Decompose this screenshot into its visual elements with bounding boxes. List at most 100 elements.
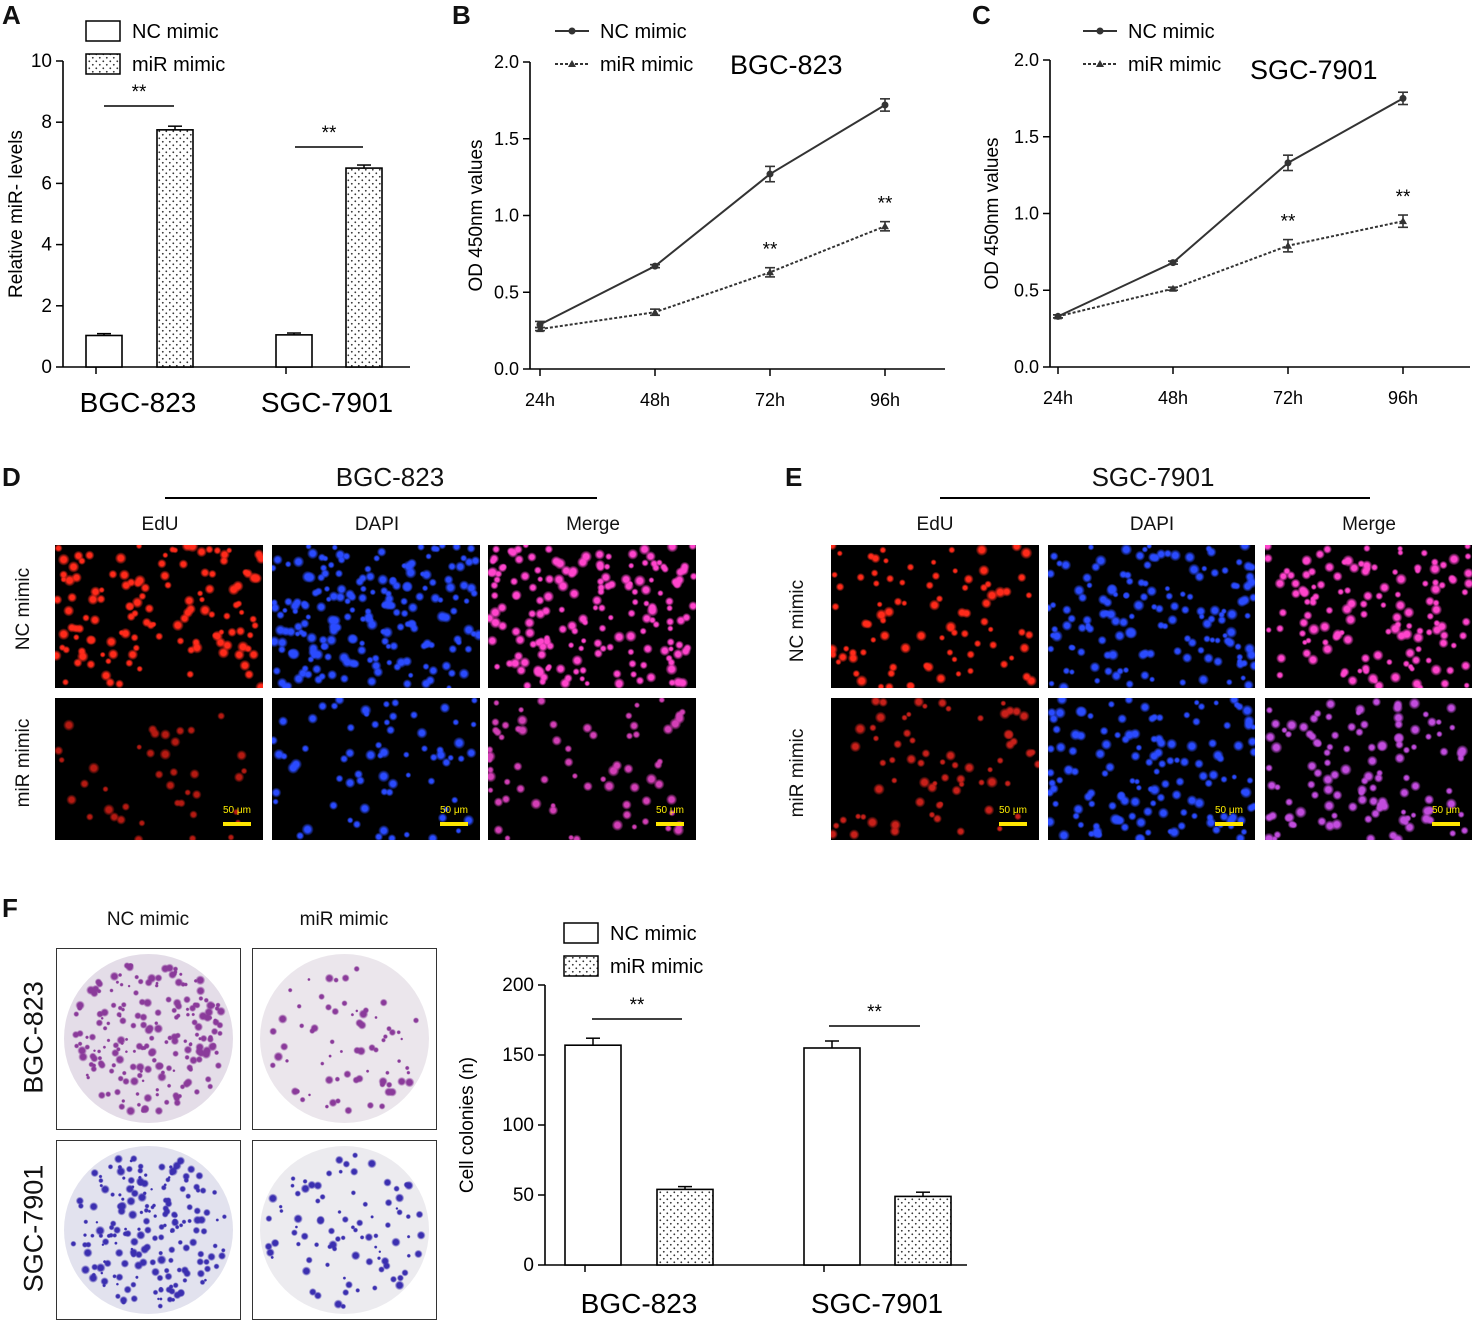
panel-e-rule xyxy=(940,497,1370,499)
bar-mir-mimic xyxy=(156,129,194,368)
chart-c-od-sgc7901: 0.0 0.5 1.0 1.5 2.0 24h 48h 72h 96h OD 450nm valu… xyxy=(982,21,1470,408)
micrograph-bgc823-nc-merge xyxy=(488,545,696,688)
data-point xyxy=(536,320,544,328)
legend-swatch xyxy=(85,20,121,42)
x-category-label: BGC-823 xyxy=(80,387,197,418)
panel-d-col-merge: Merge xyxy=(566,514,620,535)
significance-marker: ** xyxy=(763,240,778,261)
chart-f-cell-colonies: 0 50 100 150 200 Cell colonies (n) BGC-823 ** SG… xyxy=(457,922,967,1319)
legend-marker xyxy=(1096,27,1104,35)
y-tick-label: 50 xyxy=(513,1185,534,1206)
y-tick-label: 0.5 xyxy=(1014,280,1039,300)
data-point xyxy=(651,308,659,316)
scale-bar: 50 μm xyxy=(656,806,684,828)
colony-row-bgc823: BGC-823 xyxy=(18,981,49,1094)
x-tick-label: 96h xyxy=(870,390,900,410)
bar-nc-mimic xyxy=(85,334,123,368)
legend-swatch xyxy=(563,922,599,944)
y-tick-label: 4 xyxy=(41,235,52,256)
y-tick-label: 0.0 xyxy=(494,359,519,379)
x-tick-label: 96h xyxy=(1388,388,1418,408)
micrograph-sgc7901-mir-merge: 50 μm xyxy=(1265,698,1472,840)
significance-marker: ** xyxy=(1396,187,1411,208)
chart-b-od-bgc823: 0.0 0.5 1.0 1.5 2.0 24h 48h 72h 96h OD 450nm valu… xyxy=(466,21,945,410)
y-tick-label: 0 xyxy=(41,357,52,378)
panel-d-rule xyxy=(165,497,597,499)
scale-bar: 50 μm xyxy=(223,806,251,828)
colony-col-mir-mimic: miR mimic xyxy=(299,909,389,930)
dish-frame-bgc823-mir xyxy=(252,948,437,1130)
panel-d-title: BGC-823 xyxy=(335,462,445,492)
data-point xyxy=(1054,312,1062,320)
significance-marker: ** xyxy=(878,194,893,215)
bar-nc-mimic xyxy=(564,1044,622,1266)
y-tick-label: 0.0 xyxy=(1014,357,1039,377)
x-category-label: BGC-823 xyxy=(581,1288,698,1319)
data-point xyxy=(1399,217,1407,225)
panel-e-col-edu: EdU xyxy=(916,514,954,535)
significance-marker: ** xyxy=(1281,212,1296,233)
legend-label: miR mimic xyxy=(1128,54,1221,76)
micrograph-sgc7901-nc-edu xyxy=(831,545,1039,688)
colony-dish-bgc823-nc xyxy=(64,954,233,1123)
y-axis-label: OD 450nm values xyxy=(466,139,487,291)
micrograph-sgc7901-nc-dapi xyxy=(1048,545,1255,688)
y-tick-label: 150 xyxy=(502,1045,534,1066)
y-tick-label: 10 xyxy=(31,51,52,72)
legend-swatch xyxy=(85,53,121,75)
data-point xyxy=(1169,259,1177,267)
legend-label: miR mimic xyxy=(610,956,703,978)
colony-dish-sgc7901-mir xyxy=(260,1146,429,1314)
scale-bar: 50 μm xyxy=(999,806,1027,828)
y-axis-label: Relative miR- levels xyxy=(6,130,27,298)
series-line-nc-mimic xyxy=(539,104,886,326)
y-axis-label: Cell colonies (n) xyxy=(457,1057,478,1193)
dish-frame-bgc823-nc xyxy=(56,948,241,1130)
panel-e-col-merge: Merge xyxy=(1342,514,1396,535)
panel-d-row-mir-mimic: miR mimic xyxy=(13,718,34,808)
significance-marker: ** xyxy=(322,123,337,144)
bar-nc-mimic xyxy=(275,334,313,368)
chart-title: BGC-823 xyxy=(730,50,843,80)
panel-d-row-nc-mimic: NC mimic xyxy=(13,567,34,651)
y-tick-label: 1.0 xyxy=(494,206,519,226)
data-point xyxy=(881,101,889,109)
micrograph-bgc823-mir-merge: 50 μm xyxy=(488,698,696,840)
y-tick-label: 2.0 xyxy=(1014,50,1039,70)
bar-nc-mimic xyxy=(803,1047,861,1266)
y-tick-label: 1.5 xyxy=(494,129,519,149)
panel-d-col-dapi: DAPI xyxy=(354,514,400,535)
legend-marker xyxy=(1096,60,1104,67)
data-point xyxy=(1169,284,1177,292)
x-category-label: SGC-7901 xyxy=(811,1288,943,1319)
significance-marker: ** xyxy=(630,995,645,1016)
panel-e-title: SGC-7901 xyxy=(1091,462,1215,492)
legend-label: miR mimic xyxy=(600,54,693,76)
micrograph-bgc823-mir-edu: 50 μm xyxy=(55,698,263,840)
data-point xyxy=(881,222,889,230)
chart-title: SGC-7901 xyxy=(1250,55,1378,85)
y-tick-label: 2 xyxy=(41,296,52,317)
data-point xyxy=(1284,159,1292,167)
significance-marker: ** xyxy=(867,1002,882,1023)
x-tick-label: 24h xyxy=(1043,388,1073,408)
y-tick-label: 1.0 xyxy=(1014,204,1039,224)
legend-label: NC mimic xyxy=(132,21,219,43)
y-axis-label: OD 450nm values xyxy=(982,137,1003,289)
dish-frame-sgc7901-nc xyxy=(56,1140,241,1320)
scale-bar: 50 μm xyxy=(1432,806,1460,828)
data-point xyxy=(1399,94,1407,102)
panel-label-b: B xyxy=(452,0,471,30)
x-category-label: SGC-7901 xyxy=(261,387,393,418)
legend-label: NC mimic xyxy=(610,923,697,945)
micrograph-bgc823-mir-dapi: 50 μm xyxy=(272,698,480,840)
significance-marker: ** xyxy=(132,82,147,103)
y-tick-label: 6 xyxy=(41,173,52,194)
data-point xyxy=(651,262,659,270)
legend-label: NC mimic xyxy=(1128,21,1215,43)
colony-col-nc-mimic: NC mimic xyxy=(106,909,190,930)
y-tick-label: 0.5 xyxy=(494,282,519,302)
bar-mir-mimic xyxy=(894,1195,952,1266)
data-point xyxy=(766,170,774,178)
legend-label: miR mimic xyxy=(132,54,225,76)
